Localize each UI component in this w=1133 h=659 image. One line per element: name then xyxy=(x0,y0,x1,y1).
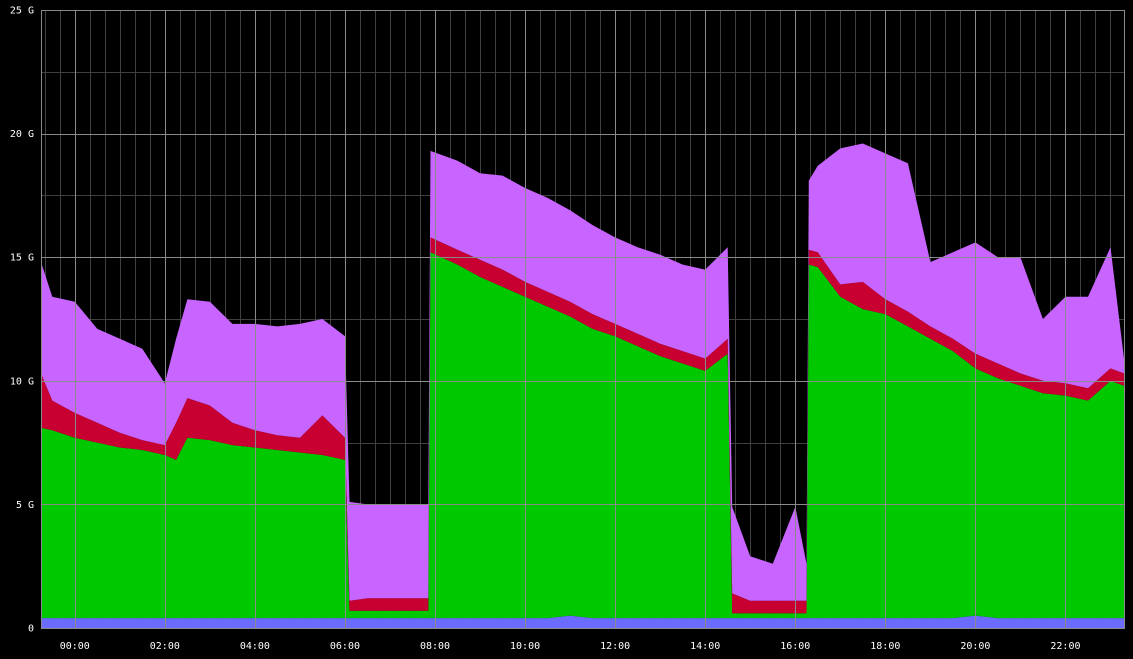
x-tick-label: 16:00 xyxy=(780,641,810,652)
x-tick-label: 00:00 xyxy=(60,641,90,652)
series-area-1 xyxy=(41,615,1124,628)
x-tick-label: 04:00 xyxy=(240,641,270,652)
y-tick-label: 25 G xyxy=(10,6,34,17)
series-area-3 xyxy=(41,237,1124,614)
x-tick-label: 20:00 xyxy=(960,641,990,652)
x-axis: 00:00 02:00 04:00 06:00 08:00 10:00 12:00 14:00… xyxy=(60,641,1081,652)
series-area-2 xyxy=(41,252,1124,619)
x-tick-label: 06:00 xyxy=(330,641,360,652)
y-tick-label: 20 G xyxy=(10,129,34,140)
x-tick-label: 10:00 xyxy=(510,641,540,652)
y-axis: 0 5 G 10 G 15 G 20 G 25 G xyxy=(10,6,34,635)
x-tick-label: 02:00 xyxy=(150,641,180,652)
y-tick-label: 0 xyxy=(28,624,34,635)
x-tick-label: 14:00 xyxy=(690,641,720,652)
x-tick-label: 08:00 xyxy=(420,641,450,652)
y-tick-label: 15 G xyxy=(10,253,34,264)
x-tick-label: 12:00 xyxy=(600,641,630,652)
x-tick-label: 18:00 xyxy=(870,641,900,652)
plot-frame xyxy=(41,10,1125,629)
x-tick-label: 22:00 xyxy=(1050,641,1080,652)
y-tick-label: 10 G xyxy=(10,376,34,387)
y-tick-label: 5 G xyxy=(16,500,34,511)
